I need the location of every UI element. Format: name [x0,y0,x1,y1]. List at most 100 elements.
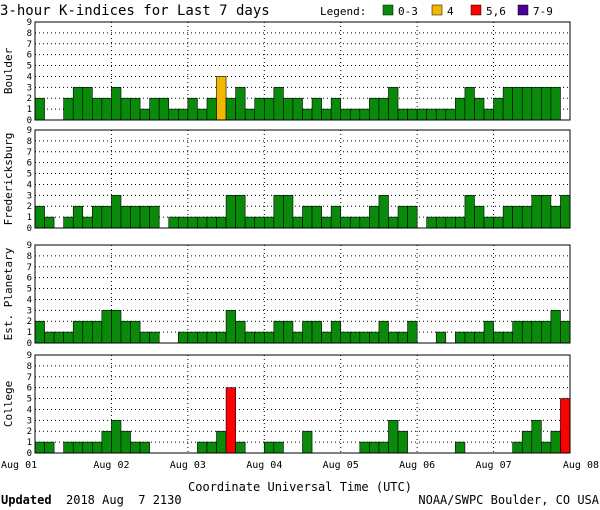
bar [82,216,93,229]
y-tick-label: 5 [27,395,32,405]
bar [455,441,466,454]
bar [359,216,370,229]
legend-label-0-3: 0-3 [398,5,418,18]
bar [82,87,93,121]
bar [531,195,542,229]
bar [235,195,246,229]
y-tick-label: 5 [27,170,32,180]
bar [149,331,160,344]
x-tick-label: Aug 05 [323,460,359,471]
plot-frame [34,21,571,121]
bar [435,331,447,344]
bar [44,216,55,229]
chart-title: 3-hour K-indices for Last 7 days [0,3,270,19]
bar [302,108,313,121]
bar [311,205,322,229]
y-tick-label: 8 [27,137,32,147]
y-tick-label: 7 [27,263,32,273]
bar [178,331,189,344]
bar [206,331,217,344]
bar [541,320,552,344]
bar [273,87,284,121]
bar [263,331,275,344]
bar [369,441,380,454]
bar [445,108,456,121]
bar [483,216,494,229]
bar [531,320,542,344]
legend: 0-3 4 5,6 7-9 [382,4,553,18]
bar [474,97,485,121]
y-tick-label: 5 [27,62,32,72]
bar [550,430,561,454]
plot-frame [34,244,571,344]
bar [474,331,485,344]
bar [330,205,342,229]
bar [483,320,494,344]
y-tick-label: 5 [27,285,32,295]
bar [560,320,571,344]
bar [130,441,141,454]
bar [120,205,131,229]
y-tick-label: 4 [27,180,32,190]
legend-swatch-4 [431,4,443,16]
bar [216,76,227,121]
panel-label-boulder: Boulder [2,47,15,94]
bar [407,320,418,344]
bar [397,331,408,344]
bar [397,430,408,454]
y-tick-label: 3 [27,416,32,426]
bar [225,387,236,454]
bar [464,87,475,121]
bar [178,108,189,121]
bar [197,216,208,229]
x-tick-label: Aug 02 [93,460,129,471]
y-tick-label: 1 [27,438,32,448]
legend-swatch-7-9 [517,4,529,16]
updated-timestamp: 2018 Aug 7 2130 [66,493,182,507]
bar [388,331,399,344]
y-tick-label: 8 [27,252,32,262]
bar [388,420,399,454]
updated-label: Updated [1,493,52,507]
legend-label-5-6: 5,6 [486,5,506,18]
bar [445,216,456,229]
bar [273,320,284,344]
bar [130,320,141,344]
bar [330,320,342,344]
legend-label-4: 4 [447,5,454,18]
bar [502,331,513,344]
bar [474,205,485,229]
bar [63,97,74,121]
bar [63,441,74,454]
y-tick-label: 1 [27,105,32,115]
bar [235,320,246,344]
bar [464,195,475,229]
y-tick-label: 2 [27,202,32,212]
bar [550,87,561,121]
bar [455,331,466,344]
bar [130,97,141,121]
bar [92,205,103,229]
bar [369,97,380,121]
bar [330,97,342,121]
bar [416,108,427,121]
bar [178,216,189,229]
bar [531,420,542,454]
bar [311,320,322,344]
bar [263,441,275,454]
bar [550,205,561,229]
legend-swatch-0-3 [382,4,394,16]
bar [512,87,523,121]
bar [321,216,332,229]
bar [397,108,408,121]
bar [455,216,466,229]
bar [34,205,45,229]
bar [560,195,571,229]
bar [311,97,322,121]
bar [521,87,533,121]
bar [426,216,437,229]
bar [139,441,150,454]
bar [235,87,246,121]
